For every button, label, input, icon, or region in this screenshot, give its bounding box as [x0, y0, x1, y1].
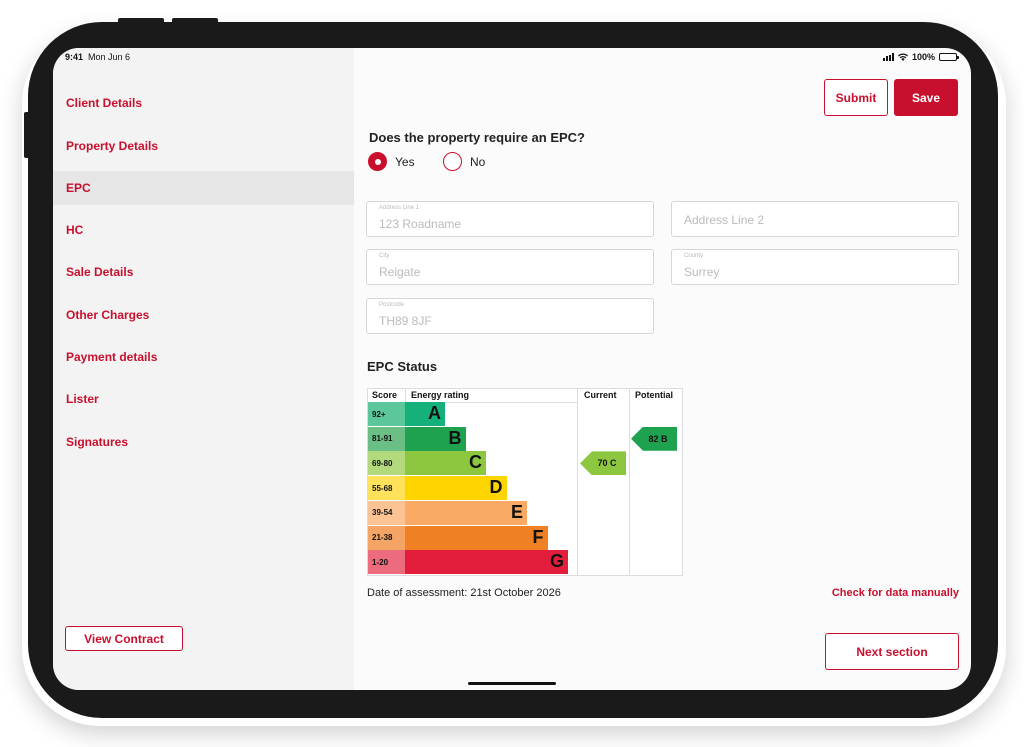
radio-yes[interactable] [368, 152, 387, 171]
sidebar-item-property-details[interactable]: Property Details [53, 129, 354, 163]
sidebar-item-payment-details[interactable]: Payment details [53, 340, 354, 374]
sidebar-item-client-details[interactable]: Client Details [53, 86, 354, 120]
submit-button[interactable]: Submit [824, 79, 888, 116]
wifi-icon [897, 53, 908, 61]
date-of-assessment: Date of assessment: 21st October 2026 [367, 587, 561, 599]
field-label: Address Line 1 [379, 205, 420, 211]
sidebar-item-hc[interactable]: HC [53, 213, 354, 247]
volume-button-top [118, 18, 164, 24]
check-data-manually-link[interactable]: Check for data manually [831, 587, 959, 599]
epc-score-f: 21-38 [368, 525, 405, 550]
epc-score-a: 92+ [368, 402, 405, 426]
field-placeholder: Address Line 2 [684, 213, 765, 227]
sidebar-item-label: Sale Details [66, 265, 134, 279]
volume-button-bottom [172, 18, 218, 24]
signal-icon [882, 53, 894, 61]
battery-icon [939, 53, 959, 61]
field-label: County [684, 253, 704, 259]
power-button [24, 112, 30, 158]
address-line-1-field[interactable]: Address Line 1 123 Roadname [366, 201, 654, 237]
postcode-field[interactable]: Postcode TH89 8JF [366, 298, 654, 334]
current-rating-arrow: 70 C [580, 451, 626, 476]
sidebar-item-label: Lister [66, 392, 99, 406]
epc-rating-table: Score Energy rating Current Potential 92… [367, 388, 683, 576]
field-value: Surrey [684, 265, 720, 279]
epc-band-letter: B [448, 427, 462, 448]
epc-band-letter: A [428, 403, 441, 423]
radio-no-label: No [470, 154, 486, 169]
sidebar-item-label: Payment details [66, 350, 158, 364]
radio-no[interactable] [443, 152, 462, 171]
sidebar: Client Details Property Details EPC HC S… [53, 48, 354, 690]
status-date: Mon Jun 6 [88, 52, 131, 62]
sidebar-item-label: Client Details [66, 96, 143, 110]
potential-rating-arrow: 82 B [631, 426, 677, 451]
city-field[interactable]: City Reigate [366, 249, 654, 285]
field-value: Reigate [379, 265, 421, 279]
epc-band-letter: C [469, 452, 482, 473]
field-value: 123 Roadname [379, 217, 462, 231]
battery-percent: 100% [911, 52, 935, 62]
sidebar-item-label: Signatures [66, 435, 129, 449]
sidebar-item-lister[interactable]: Lister [53, 382, 354, 416]
status-bar: 9:41 Mon Jun 6 100% [53, 48, 971, 68]
epc-band-g: G [405, 550, 568, 575]
address-line-2-field[interactable]: Address Line 2 [671, 201, 959, 237]
epc-status-title: EPC Status [367, 359, 438, 374]
radio-option-yes[interactable]: Yes [368, 152, 415, 171]
epc-band-d: D [405, 476, 507, 501]
potential-header: Potential [635, 390, 674, 400]
epc-band-letter: F [532, 526, 544, 547]
sidebar-item-label: Property Details [66, 139, 159, 153]
status-clock: 9:41 [65, 52, 84, 62]
radio-option-no[interactable]: No [443, 152, 485, 171]
status-time: 9:41 Mon Jun 6 [65, 52, 130, 62]
next-section-button[interactable]: Next section [825, 633, 959, 670]
sidebar-item-epc[interactable]: EPC [53, 171, 354, 205]
save-button[interactable]: Save [894, 79, 958, 116]
sidebar-item-sale-details[interactable]: Sale Details [53, 255, 354, 289]
current-header: Current [584, 390, 617, 400]
epc-score-b: 81-91 [368, 426, 405, 451]
epc-band-f: F [405, 525, 548, 550]
epc-score-e: 39-54 [368, 500, 405, 525]
epc-score-c: 69-80 [368, 451, 405, 476]
epc-band-letter: G [549, 551, 564, 572]
view-contract-button[interactable]: View Contract [65, 626, 183, 651]
epc-score-d: 55-68 [368, 476, 405, 501]
home-indicator [468, 682, 556, 685]
score-header: Score [372, 390, 398, 400]
epc-band-b: B [405, 426, 466, 451]
status-indicators: 100% [882, 52, 959, 62]
epc-band-letter: E [510, 501, 523, 522]
epc-score-g: 1-20 [368, 550, 405, 575]
field-label: City [379, 253, 390, 259]
app-screen: Client Details Property Details EPC HC S… [53, 48, 971, 690]
energy-rating-header: Energy rating [411, 390, 470, 400]
field-value: TH89 8JF [379, 314, 432, 328]
field-label: Postcode [379, 302, 405, 308]
county-field[interactable]: County Surrey [671, 249, 959, 285]
main-content: Submit Save Does the property require an… [354, 48, 971, 690]
sidebar-item-signatures[interactable]: Signatures [53, 425, 354, 459]
radio-yes-label: Yes [395, 154, 415, 169]
sidebar-item-other-charges[interactable]: Other Charges [53, 298, 354, 332]
epc-band-a: A [405, 402, 445, 426]
epc-band-e: E [405, 500, 527, 525]
sidebar-item-label: EPC [66, 181, 91, 195]
sidebar-item-label: HC [66, 223, 84, 237]
epc-band-letter: D [489, 477, 503, 498]
epc-question: Does the property require an EPC? [369, 130, 585, 145]
epc-band-c: C [405, 451, 486, 476]
sidebar-item-label: Other Charges [66, 308, 150, 322]
